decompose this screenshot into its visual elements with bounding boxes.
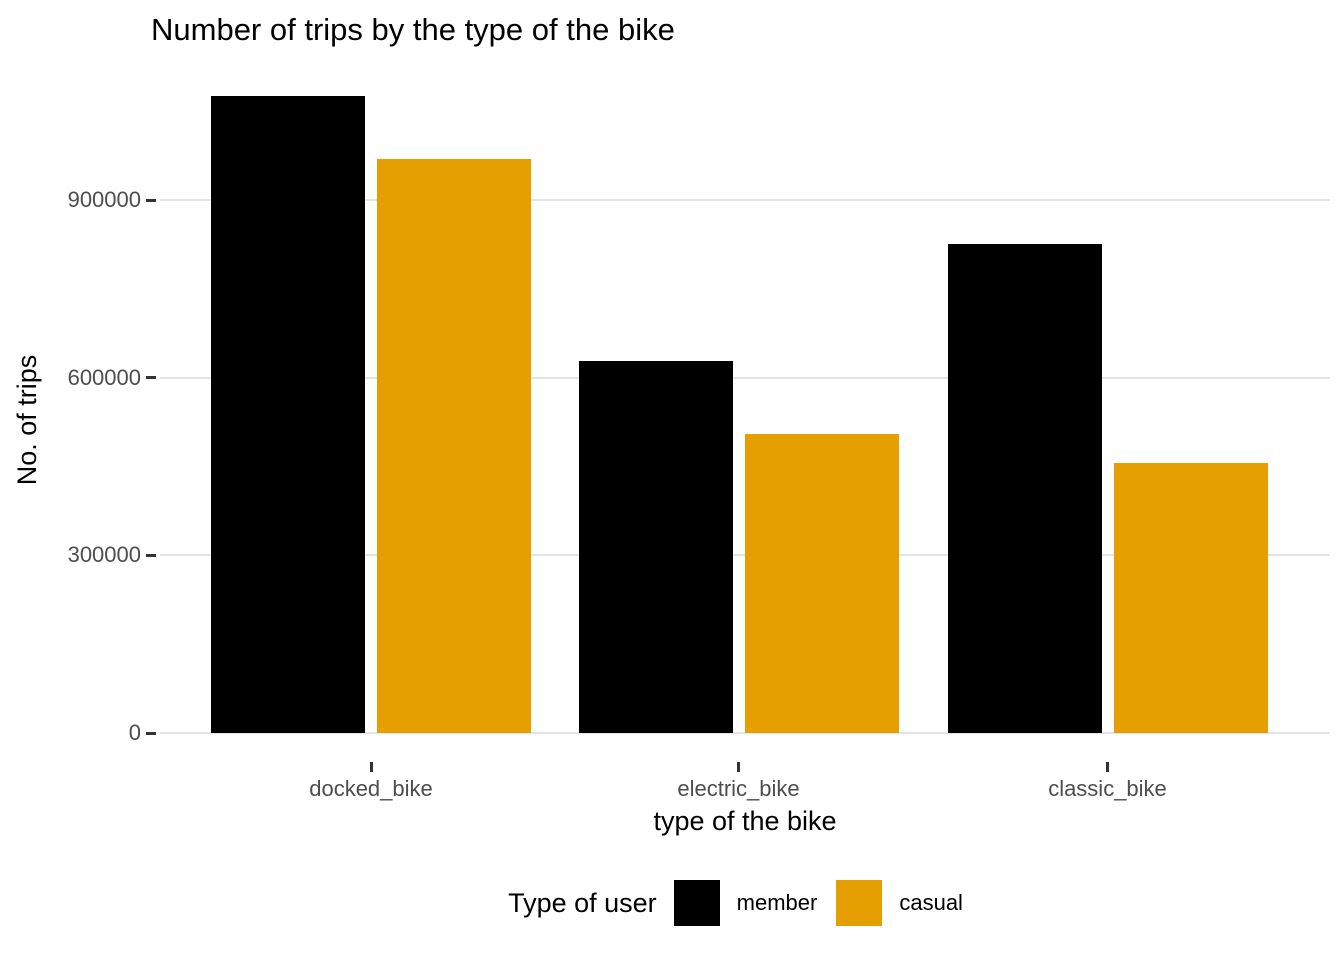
y-tick-mark (146, 376, 156, 380)
legend: Type of user member casual (160, 880, 1330, 926)
x-tick-mark (369, 762, 373, 772)
y-tick-mark (146, 731, 156, 735)
legend-title: Type of user (508, 887, 657, 918)
legend-key-member (673, 880, 720, 926)
chart-title: Number of trips by the type of the bike (151, 12, 675, 47)
x-axis-title: type of the bike (653, 806, 837, 836)
gridline-y-600000 (160, 376, 1330, 379)
x-tick-label-classic_bike: classic_bike (1048, 776, 1167, 801)
x-tick-mark (737, 762, 740, 772)
x-tick-mark (1106, 762, 1109, 772)
bar-member-docked_bike (211, 95, 365, 733)
legend-key-casual (836, 880, 883, 926)
bar-casual-docked_bike (377, 159, 531, 733)
y-tick-mark (146, 198, 156, 202)
y-tick-label: 0 (128, 720, 141, 745)
gridline-y-900000 (160, 199, 1330, 202)
legend-item-casual: casual (836, 880, 982, 926)
y-tick-label: 900000 (67, 187, 141, 213)
bar-casual-classic_bike (1113, 463, 1268, 733)
bar-casual-electric_bike (744, 433, 899, 733)
x-tick-label-electric_bike: electric_bike (677, 776, 800, 801)
y-tick-mark (146, 553, 156, 557)
legend-label-casual: casual (899, 890, 963, 915)
plot-panel (160, 62, 1330, 734)
y-tick-label: 600000 (67, 364, 141, 390)
legend-label-member: member (736, 890, 818, 915)
y-tick-label: 300000 (67, 542, 141, 568)
gridline-y-0 (160, 732, 1330, 734)
bar-member-electric_bike (578, 361, 733, 733)
y-axis-title: No. of trips (12, 354, 42, 486)
legend-item-member: member (673, 880, 837, 926)
x-tick-label-docked_bike: docked_bike (309, 776, 433, 801)
bar-member-classic_bike (947, 243, 1102, 733)
